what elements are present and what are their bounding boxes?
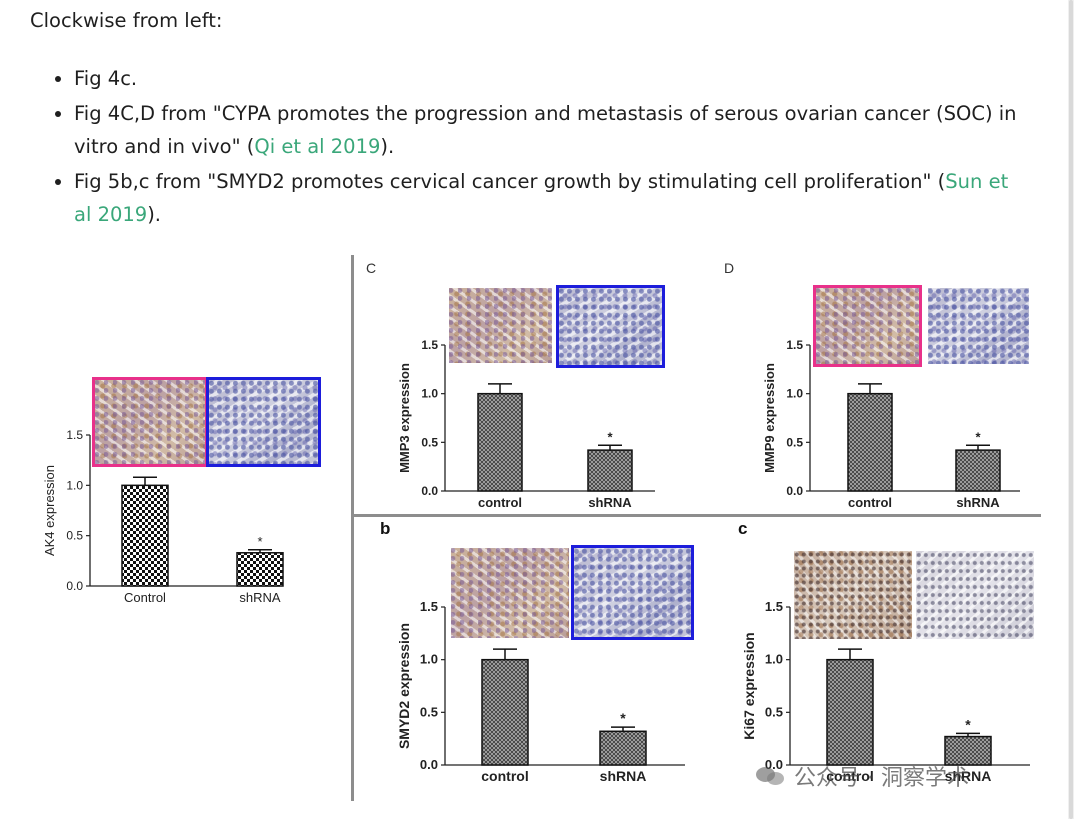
y-tick-label: 1.0 bbox=[420, 652, 438, 667]
y-tick-label: 0.5 bbox=[421, 435, 438, 449]
y-tick-label: 1.0 bbox=[66, 478, 83, 492]
list-item-text: Fig 4c. bbox=[74, 67, 138, 90]
list-item-text: Fig 4C,D from "CYPA promotes the progres… bbox=[74, 101, 1017, 159]
significance-star: * bbox=[257, 534, 262, 549]
significance-star: * bbox=[965, 716, 971, 732]
bar bbox=[599, 730, 647, 766]
x-tick-label: shRNA bbox=[588, 495, 632, 510]
x-tick-label: control bbox=[481, 768, 528, 784]
wechat-icon bbox=[756, 764, 786, 788]
bar bbox=[944, 735, 992, 766]
x-tick-label: shRNA bbox=[956, 495, 1000, 510]
figure-divider-horizontal bbox=[351, 514, 1041, 517]
significance-star: * bbox=[975, 429, 981, 444]
panel-label-b: b bbox=[380, 519, 391, 538]
y-axis-label: SMYD2 expression bbox=[396, 623, 412, 749]
list-item: Fig 4C,D from "CYPA promotes the progres… bbox=[30, 97, 1030, 164]
y-tick-label: 1.5 bbox=[765, 599, 783, 614]
x-tick-label: shRNA bbox=[600, 768, 647, 784]
y-axis-label: MMP9 expression bbox=[762, 363, 777, 473]
ihc-image-control-ki67 bbox=[794, 551, 912, 639]
intro-text: Clockwise from left: bbox=[30, 9, 223, 32]
citation-link-sun[interactable]: Sun et al 2019 bbox=[74, 169, 1009, 227]
y-tick-label: 0.0 bbox=[786, 484, 803, 498]
list-item-text-end: ). bbox=[147, 203, 162, 226]
ihc-image-shrna-smyd2 bbox=[571, 545, 694, 640]
panel-label-c-lower: c bbox=[738, 519, 748, 538]
y-tick-label: 1.0 bbox=[765, 652, 783, 667]
ihc-image-control-ak4 bbox=[92, 377, 208, 467]
list-item: Fig 4c. bbox=[30, 62, 1030, 96]
article-text: Clockwise from left: Fig 4c. Fig 4C,D fr… bbox=[30, 6, 1030, 226]
list-item-text: Fig 5b,c from "SMYD2 promotes cervical c… bbox=[74, 169, 946, 193]
x-tick-label: shRNA bbox=[239, 590, 281, 605]
significance-star: * bbox=[607, 429, 613, 444]
x-tick-label: Control bbox=[124, 590, 166, 605]
ihc-image-shrna-mmp3 bbox=[556, 285, 665, 368]
y-tick-label: 0.0 bbox=[421, 484, 438, 498]
y-tick-label: 0.5 bbox=[786, 435, 803, 449]
ihc-image-shrna-mmp9 bbox=[928, 288, 1029, 364]
bar bbox=[826, 658, 874, 766]
ihc-image-shrna-ki67 bbox=[916, 551, 1034, 639]
y-tick-label: 1.5 bbox=[421, 338, 438, 352]
y-tick-label: 0.0 bbox=[66, 579, 83, 593]
bar bbox=[847, 392, 893, 492]
bar bbox=[955, 449, 1001, 492]
panel-label-d: D bbox=[724, 260, 735, 276]
y-tick-label: 0.5 bbox=[420, 704, 438, 719]
y-tick-label: 0.5 bbox=[765, 704, 783, 719]
x-tick-label: control bbox=[848, 495, 892, 510]
watermark: 公众号 · 洞察学术 bbox=[756, 760, 969, 792]
bar bbox=[121, 484, 169, 587]
y-tick-label: 1.5 bbox=[66, 428, 83, 442]
ak4-bar-chart: 0.0 0.5 1.0 1.5 AK4 expression Control * shRNA bbox=[42, 428, 284, 605]
bar bbox=[587, 449, 633, 492]
y-tick-label: 0.5 bbox=[66, 529, 83, 543]
x-tick-label: control bbox=[478, 495, 522, 510]
watermark-text: 公众号 · 洞察学术 bbox=[794, 766, 969, 791]
y-tick-label: 1.5 bbox=[786, 338, 803, 352]
figure-divider-vertical bbox=[351, 255, 354, 801]
ihc-image-control-mmp3 bbox=[449, 288, 552, 363]
y-tick-label: 1.5 bbox=[420, 599, 438, 614]
scrollbar-thumb[interactable] bbox=[1069, 0, 1073, 819]
mmp3-bar-chart: 0.0 0.5 1.0 1.5 MMP3 expression control * shRNA bbox=[397, 338, 655, 510]
smyd2-bar-chart: 0.0 0.5 1.0 1.5 SMYD2 expression control * shRN… bbox=[396, 599, 685, 784]
y-axis-label: MMP3 expression bbox=[397, 363, 412, 473]
y-tick-label: 1.0 bbox=[421, 387, 438, 401]
bar bbox=[477, 392, 523, 492]
mmp9-bar-chart: 0.0 0.5 1.0 1.5 MMP9 expression control * shRNA bbox=[762, 338, 1020, 510]
ihc-image-shrna-ak4 bbox=[206, 377, 321, 467]
x-tick-label: control bbox=[826, 768, 873, 784]
y-tick-label: 0.0 bbox=[420, 757, 438, 772]
figure-source-list: Fig 4c. Fig 4C,D from "CYPA promotes the… bbox=[30, 62, 1030, 233]
y-axis-label: Ki67 expression bbox=[741, 632, 757, 739]
panel-label-c-upper: C bbox=[366, 260, 377, 276]
list-item: Fig 5b,c from "SMYD2 promotes cervical c… bbox=[30, 165, 1030, 232]
citation-link-qi[interactable]: Qi et al 2019 bbox=[254, 135, 381, 158]
bar bbox=[481, 658, 529, 766]
ihc-image-control-mmp9 bbox=[813, 285, 922, 367]
significance-star: * bbox=[620, 710, 626, 726]
x-tick-label: shRNA bbox=[945, 768, 992, 784]
bar bbox=[236, 552, 284, 587]
ihc-image-control-smyd2 bbox=[451, 548, 569, 638]
list-item-text-end: ). bbox=[380, 135, 395, 158]
y-tick-label: 1.0 bbox=[786, 387, 803, 401]
y-axis-label: AK4 expression bbox=[42, 465, 57, 556]
